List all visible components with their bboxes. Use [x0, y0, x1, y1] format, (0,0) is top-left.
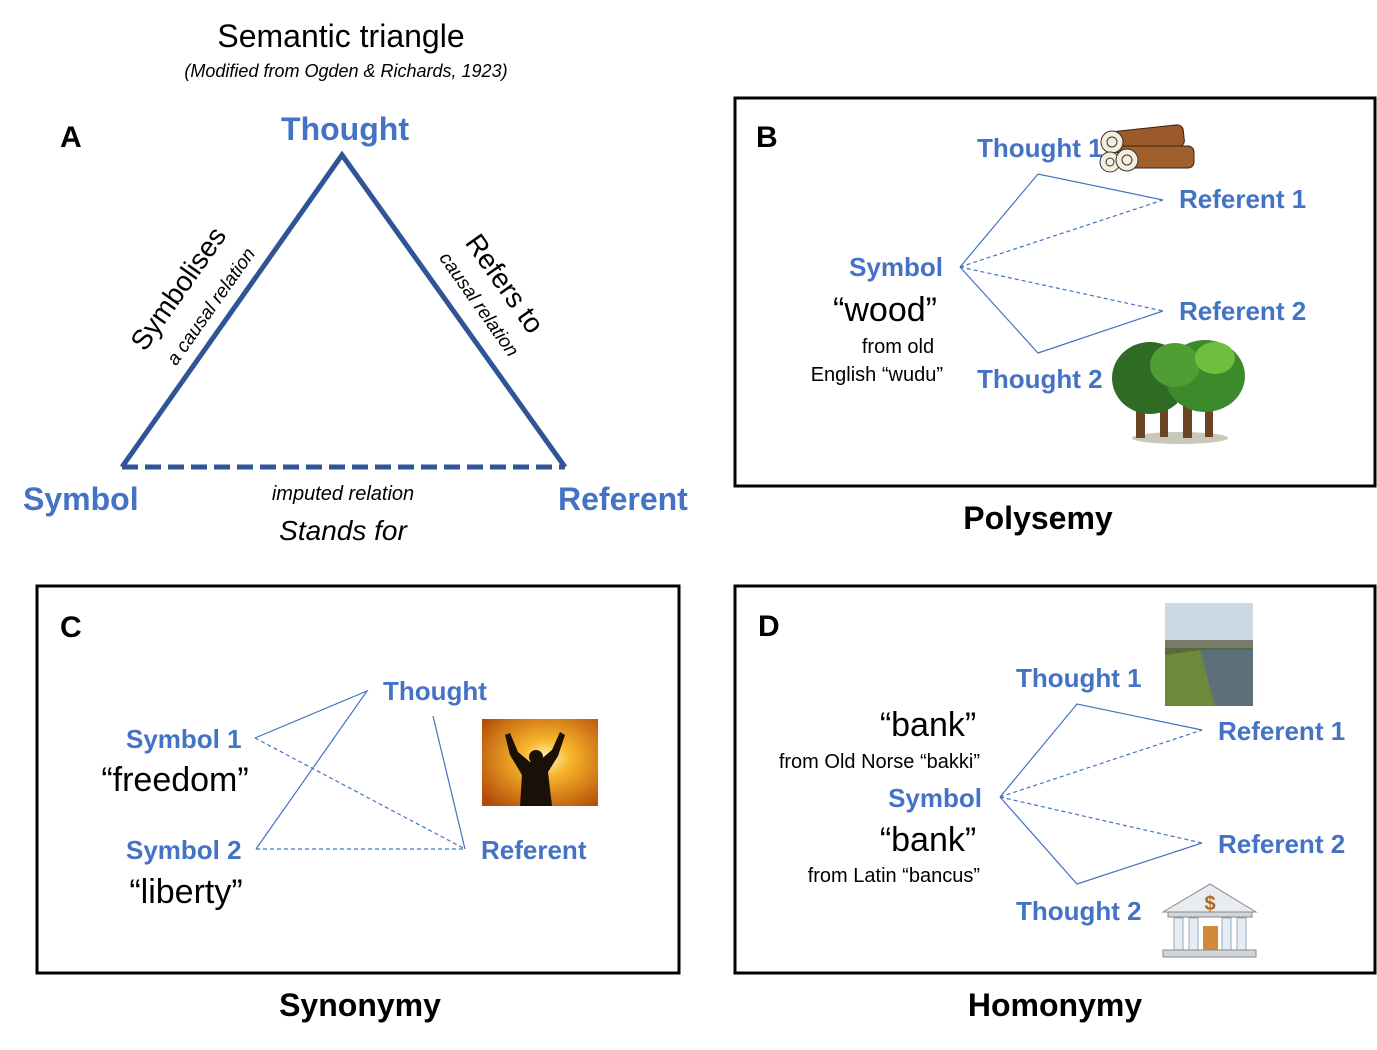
panel-c: C Thought Symbol 1 “freedom” Symbol 2 “l…: [35, 584, 681, 1023]
triangle-solid-edges: [119, 150, 568, 469]
panel-d: D Thought 1 Thought 2 Referent 1 Referen…: [733, 584, 1377, 1023]
polysemy-caption: Polysemy: [963, 500, 1113, 536]
symbol-referent1-link: [959, 199, 1164, 268]
thought2-label: Thought 2: [1016, 896, 1142, 926]
thought2-label: Thought 2: [977, 364, 1103, 394]
referent-label: Referent: [481, 835, 587, 865]
symbol-label: Symbol: [849, 252, 943, 282]
panel-a: Semantic triangle (Modified from Ogden &…: [23, 18, 688, 546]
panel-letter-a: A: [60, 121, 82, 154]
thought2-links: [999, 796, 1203, 885]
thought1-label: Thought 1: [977, 133, 1103, 163]
panel-letter-b: B: [756, 121, 778, 154]
symbol1-word: “freedom”: [101, 761, 248, 799]
symbol2-word: “liberty”: [129, 873, 242, 911]
symbol1-referent-link: [254, 737, 466, 850]
symbol-referent2-link: [999, 796, 1203, 844]
symbols-thought-links: [254, 689, 369, 850]
word2: “bank”: [880, 821, 976, 859]
panel-letter-c: C: [60, 611, 82, 644]
synonymy-caption: Synonymy: [279, 987, 441, 1023]
symbol-referent1-link: [999, 729, 1203, 798]
thought1-label: Thought 1: [1016, 663, 1142, 693]
homonymy-caption: Homonymy: [968, 987, 1142, 1023]
symbol-label: Symbol: [888, 783, 982, 813]
origin2: from Latin “bancus”: [808, 865, 980, 887]
origin-line-2: English “wudu”: [811, 364, 943, 386]
trees-image: [1112, 340, 1245, 444]
panel-c-frame: [35, 584, 681, 975]
imputed-relation-label: imputed relation: [272, 483, 414, 505]
bank-building-icon: $: [1161, 883, 1258, 958]
word1: “bank”: [880, 706, 976, 744]
river-bank-image: [1165, 603, 1253, 706]
thought-label: Thought: [281, 111, 409, 147]
thought1-links: [959, 173, 1164, 268]
referent-label: Referent: [558, 481, 688, 517]
thought1-links: [999, 703, 1203, 798]
referent2-label: Referent 2: [1218, 829, 1345, 859]
figure-subtitle: (Modified from Ogden & Richards, 1923): [184, 61, 507, 81]
origin1: from Old Norse “bakki”: [779, 751, 980, 773]
referent2-label: Referent 2: [1179, 296, 1306, 326]
figure-title: Semantic triangle: [217, 18, 464, 54]
referent1-label: Referent 1: [1179, 184, 1306, 214]
thought-referent-link: [432, 715, 466, 850]
stands-for-label: Stands for: [279, 515, 408, 546]
origin-line-1: from old: [862, 336, 934, 358]
referent1-label: Referent 1: [1218, 716, 1345, 746]
symbol-word: “wood”: [833, 291, 937, 329]
panel-b: B Thought 1 Thought 2 Referent 1 Referen…: [733, 96, 1377, 536]
thought2-links: [959, 266, 1164, 354]
symbol1-label: Symbol 1: [126, 724, 242, 754]
symbol2-label: Symbol 2: [126, 835, 242, 865]
freedom-silhouette-image: [482, 719, 598, 806]
logs-image: [1099, 124, 1195, 173]
svg-text:$: $: [1204, 893, 1215, 915]
symbol-referent2-link: [959, 266, 1164, 312]
symbol-label: Symbol: [23, 481, 139, 517]
panel-letter-d: D: [758, 610, 780, 643]
panel-b-frame: [733, 96, 1377, 488]
thought-label: Thought: [383, 676, 487, 706]
panel-d-frame: [733, 584, 1377, 975]
